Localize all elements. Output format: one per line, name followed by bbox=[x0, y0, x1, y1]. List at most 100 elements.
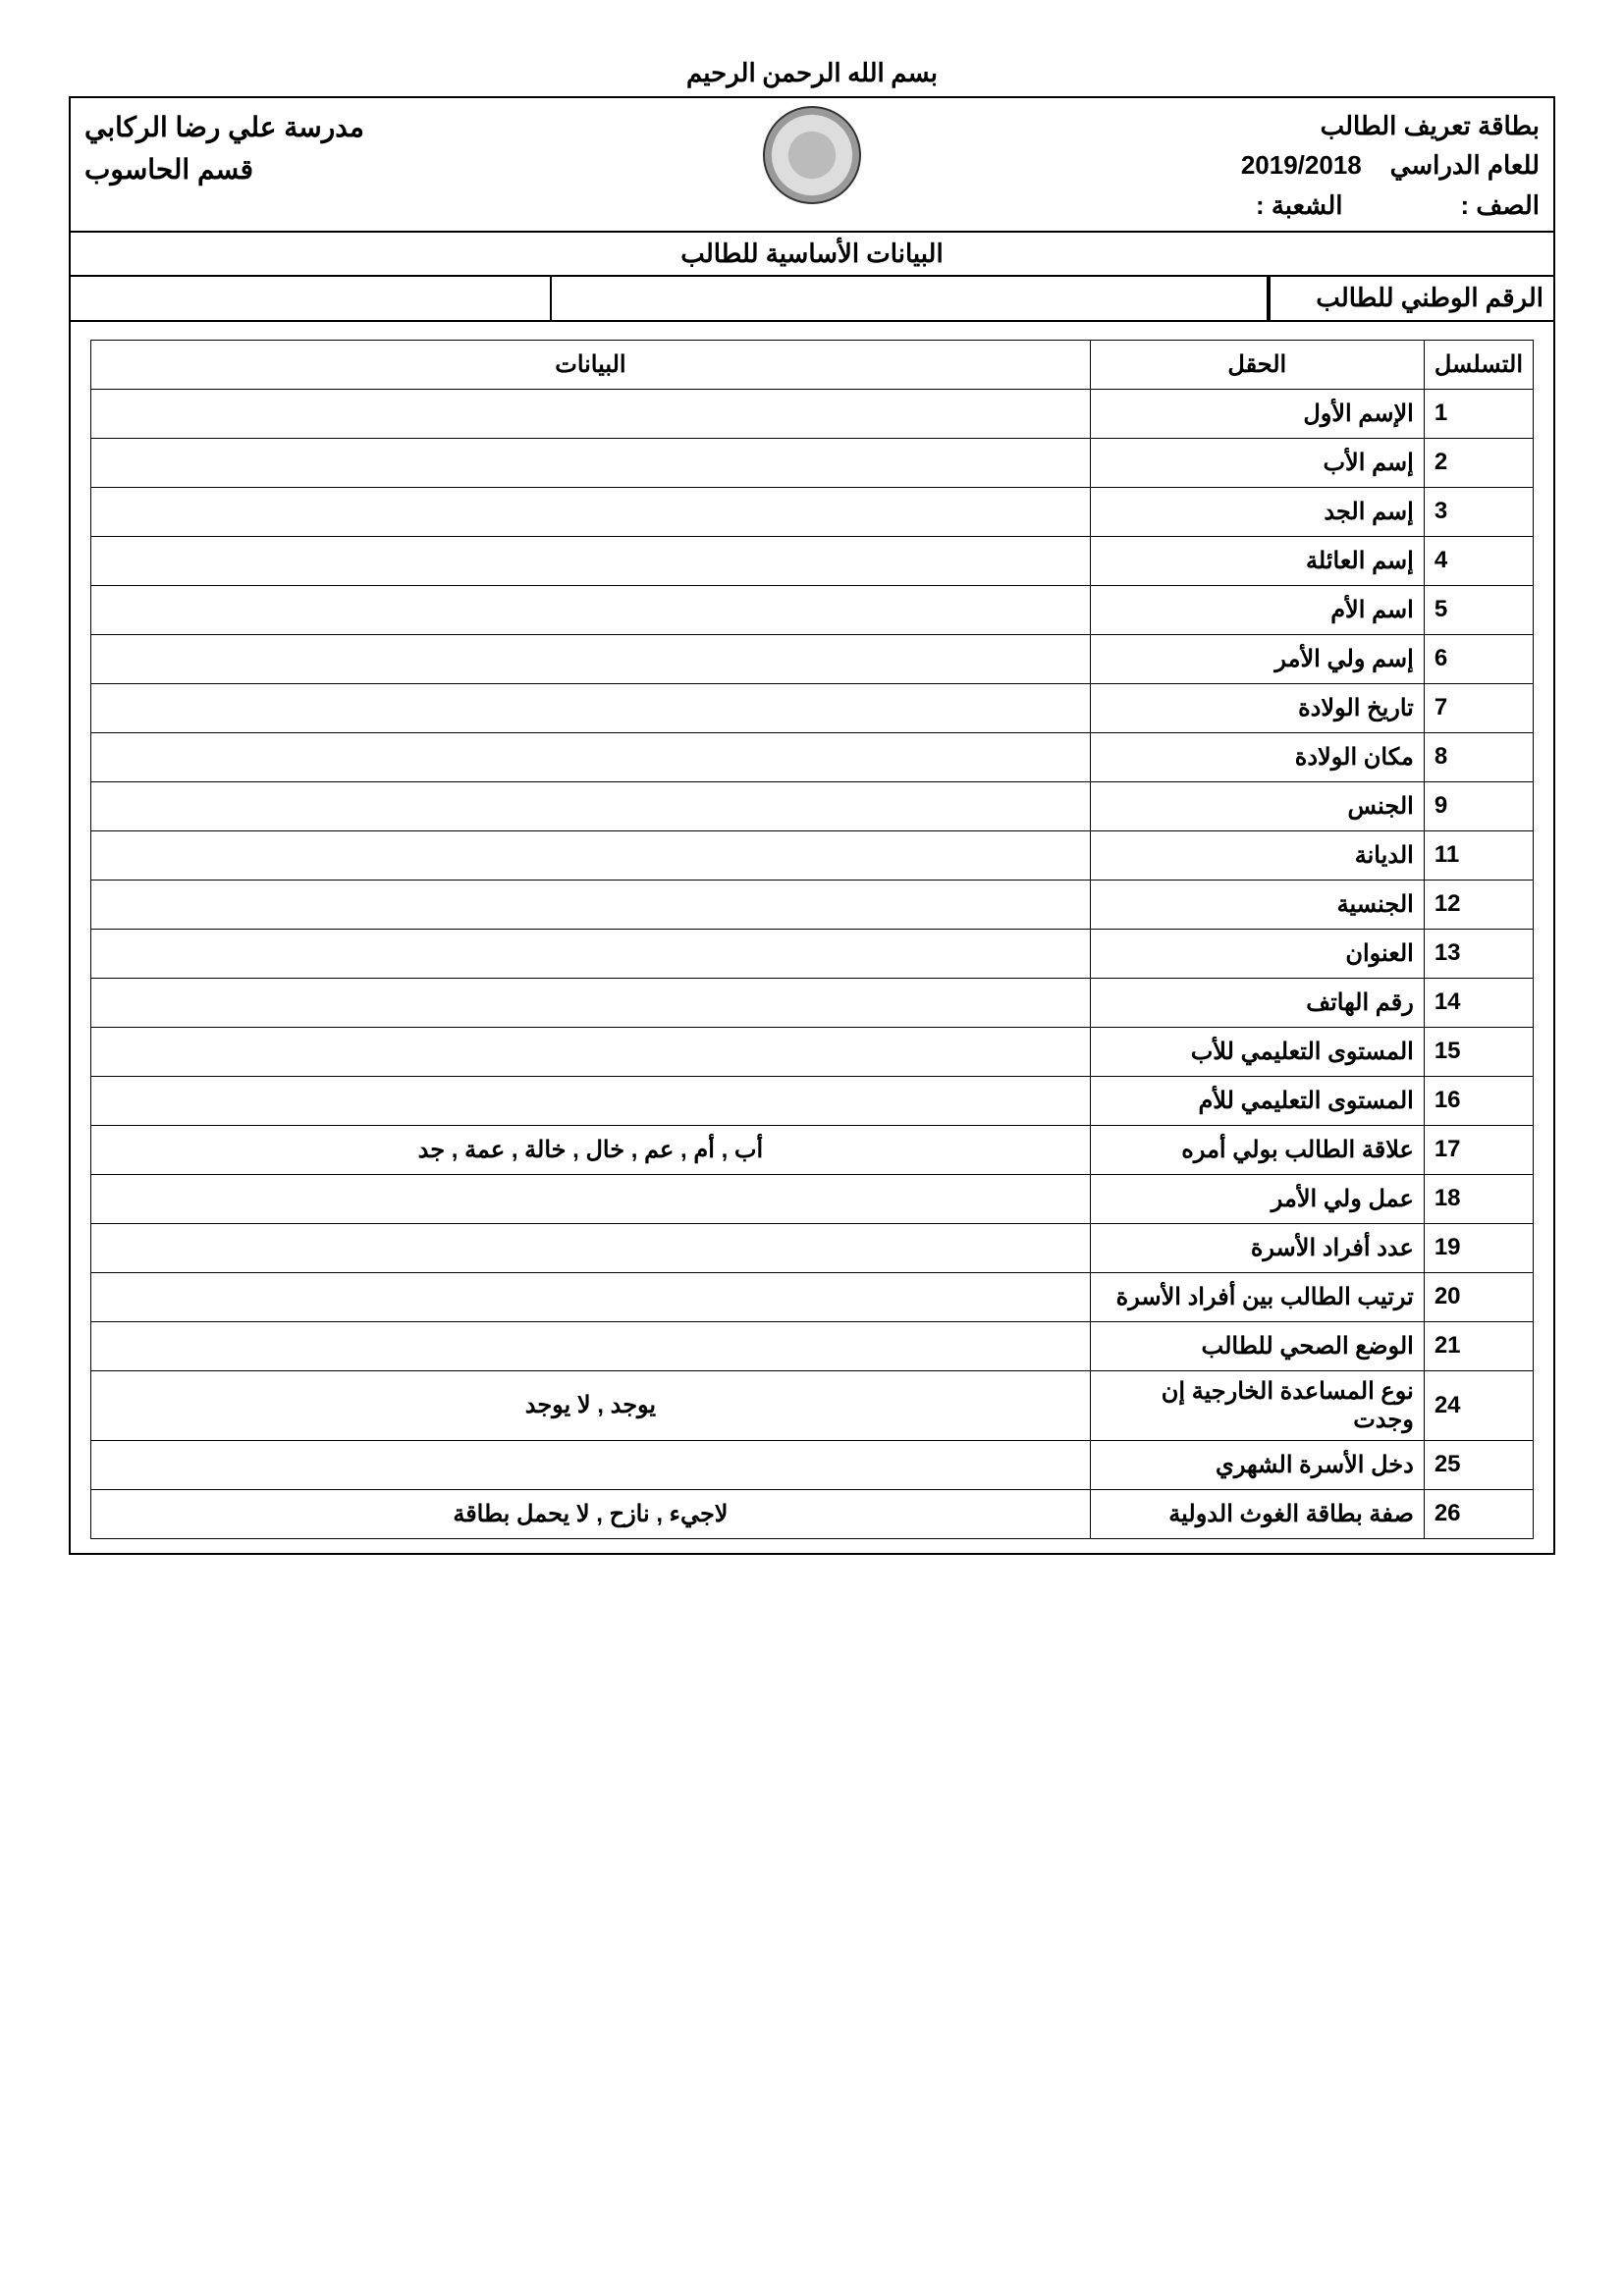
table-row: 17علاقة الطالب بولي أمرهأب , أم , عم , خ… bbox=[91, 1125, 1534, 1174]
row-seq: 18 bbox=[1424, 1174, 1533, 1223]
row-data[interactable] bbox=[91, 732, 1091, 781]
national-id-cell bbox=[71, 277, 1269, 320]
school-logo-icon bbox=[763, 106, 861, 204]
row-field: ترتيب الطالب بين أفراد الأسرة bbox=[1090, 1272, 1424, 1321]
row-field: اسم الأم bbox=[1090, 585, 1424, 634]
table-row: 9الجنس bbox=[91, 781, 1534, 830]
table-row: 13العنوان bbox=[91, 929, 1534, 978]
row-data[interactable] bbox=[91, 585, 1091, 634]
row-seq: 21 bbox=[1424, 1321, 1533, 1370]
table-row: 2إسم الأب bbox=[91, 438, 1534, 487]
header-right-block: بطاقة تعريف الطالب للعام الدراسي 2019/20… bbox=[881, 106, 1540, 225]
row-field: الإسم الأول bbox=[1090, 389, 1424, 438]
national-id-row: الرقم الوطني للطالب bbox=[71, 275, 1553, 322]
row-seq: 17 bbox=[1424, 1125, 1533, 1174]
data-table-wrap: التسلسل الحقل البيانات 1الإسم الأول2إسم … bbox=[71, 322, 1553, 1553]
row-data[interactable] bbox=[91, 1076, 1091, 1125]
row-data[interactable] bbox=[91, 880, 1091, 929]
row-data[interactable] bbox=[91, 389, 1091, 438]
row-seq: 1 bbox=[1424, 389, 1533, 438]
row-data[interactable] bbox=[91, 830, 1091, 880]
table-row: 6إسم ولي الأمر bbox=[91, 634, 1534, 683]
row-data[interactable] bbox=[91, 978, 1091, 1027]
year-label: للعام الدراسي bbox=[1390, 150, 1540, 180]
row-seq: 3 bbox=[1424, 487, 1533, 536]
form-header: بطاقة تعريف الطالب للعام الدراسي 2019/20… bbox=[71, 98, 1553, 231]
table-row: 1الإسم الأول bbox=[91, 389, 1534, 438]
table-row: 15المستوى التعليمي للأب bbox=[91, 1027, 1534, 1076]
row-field: الوضع الصحي للطالب bbox=[1090, 1321, 1424, 1370]
row-field: صفة بطاقة الغوث الدولية bbox=[1090, 1489, 1424, 1538]
row-field: نوع المساعدة الخارجية إن وجدت bbox=[1090, 1370, 1424, 1440]
header-left-block: مدرسة علي رضا الركابي قسم الحاسوب bbox=[84, 106, 743, 191]
row-seq: 15 bbox=[1424, 1027, 1533, 1076]
row-data[interactable] bbox=[91, 929, 1091, 978]
row-data[interactable] bbox=[91, 1272, 1091, 1321]
row-data[interactable] bbox=[91, 1027, 1091, 1076]
header-logo-block bbox=[743, 106, 881, 204]
row-field: العنوان bbox=[1090, 929, 1424, 978]
row-field: المستوى التعليمي للأم bbox=[1090, 1076, 1424, 1125]
table-row: 12الجنسية bbox=[91, 880, 1534, 929]
row-seq: 9 bbox=[1424, 781, 1533, 830]
row-seq: 11 bbox=[1424, 830, 1533, 880]
row-field: الديانة bbox=[1090, 830, 1424, 880]
row-data[interactable] bbox=[91, 683, 1091, 732]
row-seq: 16 bbox=[1424, 1076, 1533, 1125]
school-name: مدرسة علي رضا الركابي bbox=[84, 106, 743, 148]
row-seq: 6 bbox=[1424, 634, 1533, 683]
table-row: 19عدد أفراد الأسرة bbox=[91, 1223, 1534, 1272]
grade-label: الصف : bbox=[1461, 186, 1541, 225]
row-data[interactable] bbox=[91, 634, 1091, 683]
col-header-seq: التسلسل bbox=[1424, 340, 1533, 389]
row-seq: 8 bbox=[1424, 732, 1533, 781]
row-data[interactable] bbox=[91, 1321, 1091, 1370]
table-row: 3إسم الجد bbox=[91, 487, 1534, 536]
form-frame: بطاقة تعريف الطالب للعام الدراسي 2019/20… bbox=[69, 96, 1555, 1555]
row-data[interactable] bbox=[91, 536, 1091, 585]
bismillah-text: بسم الله الرحمن الرحيم bbox=[69, 59, 1555, 88]
row-seq: 24 bbox=[1424, 1370, 1533, 1440]
national-id-input[interactable] bbox=[550, 277, 1269, 320]
row-seq: 4 bbox=[1424, 536, 1533, 585]
table-row: 25دخل الأسرة الشهري bbox=[91, 1440, 1534, 1489]
col-header-field: الحقل bbox=[1090, 340, 1424, 389]
row-seq: 20 bbox=[1424, 1272, 1533, 1321]
department-name: قسم الحاسوب bbox=[84, 148, 743, 190]
row-field: عمل ولي الأمر bbox=[1090, 1174, 1424, 1223]
row-data[interactable] bbox=[91, 438, 1091, 487]
table-row: 11الديانة bbox=[91, 830, 1534, 880]
row-seq: 13 bbox=[1424, 929, 1533, 978]
table-row: 14رقم الهاتف bbox=[91, 978, 1534, 1027]
row-data[interactable]: يوجد , لا يوجد bbox=[91, 1370, 1091, 1440]
row-field: إسم العائلة bbox=[1090, 536, 1424, 585]
row-field: إسم الجد bbox=[1090, 487, 1424, 536]
row-data[interactable] bbox=[91, 781, 1091, 830]
row-seq: 12 bbox=[1424, 880, 1533, 929]
row-field: عدد أفراد الأسرة bbox=[1090, 1223, 1424, 1272]
row-data[interactable] bbox=[91, 1440, 1091, 1489]
row-data[interactable]: أب , أم , عم , خال , خالة , عمة , جد bbox=[91, 1125, 1091, 1174]
card-title: بطاقة تعريف الطالب bbox=[881, 106, 1540, 145]
row-data[interactable] bbox=[91, 1223, 1091, 1272]
row-data[interactable] bbox=[91, 487, 1091, 536]
student-data-table: التسلسل الحقل البيانات 1الإسم الأول2إسم … bbox=[90, 340, 1534, 1539]
col-header-data: البيانات bbox=[91, 340, 1091, 389]
row-seq: 7 bbox=[1424, 683, 1533, 732]
row-field: دخل الأسرة الشهري bbox=[1090, 1440, 1424, 1489]
table-header-row: التسلسل الحقل البيانات bbox=[91, 340, 1534, 389]
row-data[interactable] bbox=[91, 1174, 1091, 1223]
table-row: 21الوضع الصحي للطالب bbox=[91, 1321, 1534, 1370]
row-field: علاقة الطالب بولي أمره bbox=[1090, 1125, 1424, 1174]
row-seq: 5 bbox=[1424, 585, 1533, 634]
table-row: 8مكان الولادة bbox=[91, 732, 1534, 781]
table-row: 26صفة بطاقة الغوث الدوليةلاجيء , نازح , … bbox=[91, 1489, 1534, 1538]
row-field: الجنس bbox=[1090, 781, 1424, 830]
row-data[interactable]: لاجيء , نازح , لا يحمل بطاقة bbox=[91, 1489, 1091, 1538]
table-row: 24نوع المساعدة الخارجية إن وجدتيوجد , لا… bbox=[91, 1370, 1534, 1440]
row-field: الجنسية bbox=[1090, 880, 1424, 929]
row-seq: 25 bbox=[1424, 1440, 1533, 1489]
table-row: 5اسم الأم bbox=[91, 585, 1534, 634]
row-field: رقم الهاتف bbox=[1090, 978, 1424, 1027]
table-row: 18عمل ولي الأمر bbox=[91, 1174, 1534, 1223]
